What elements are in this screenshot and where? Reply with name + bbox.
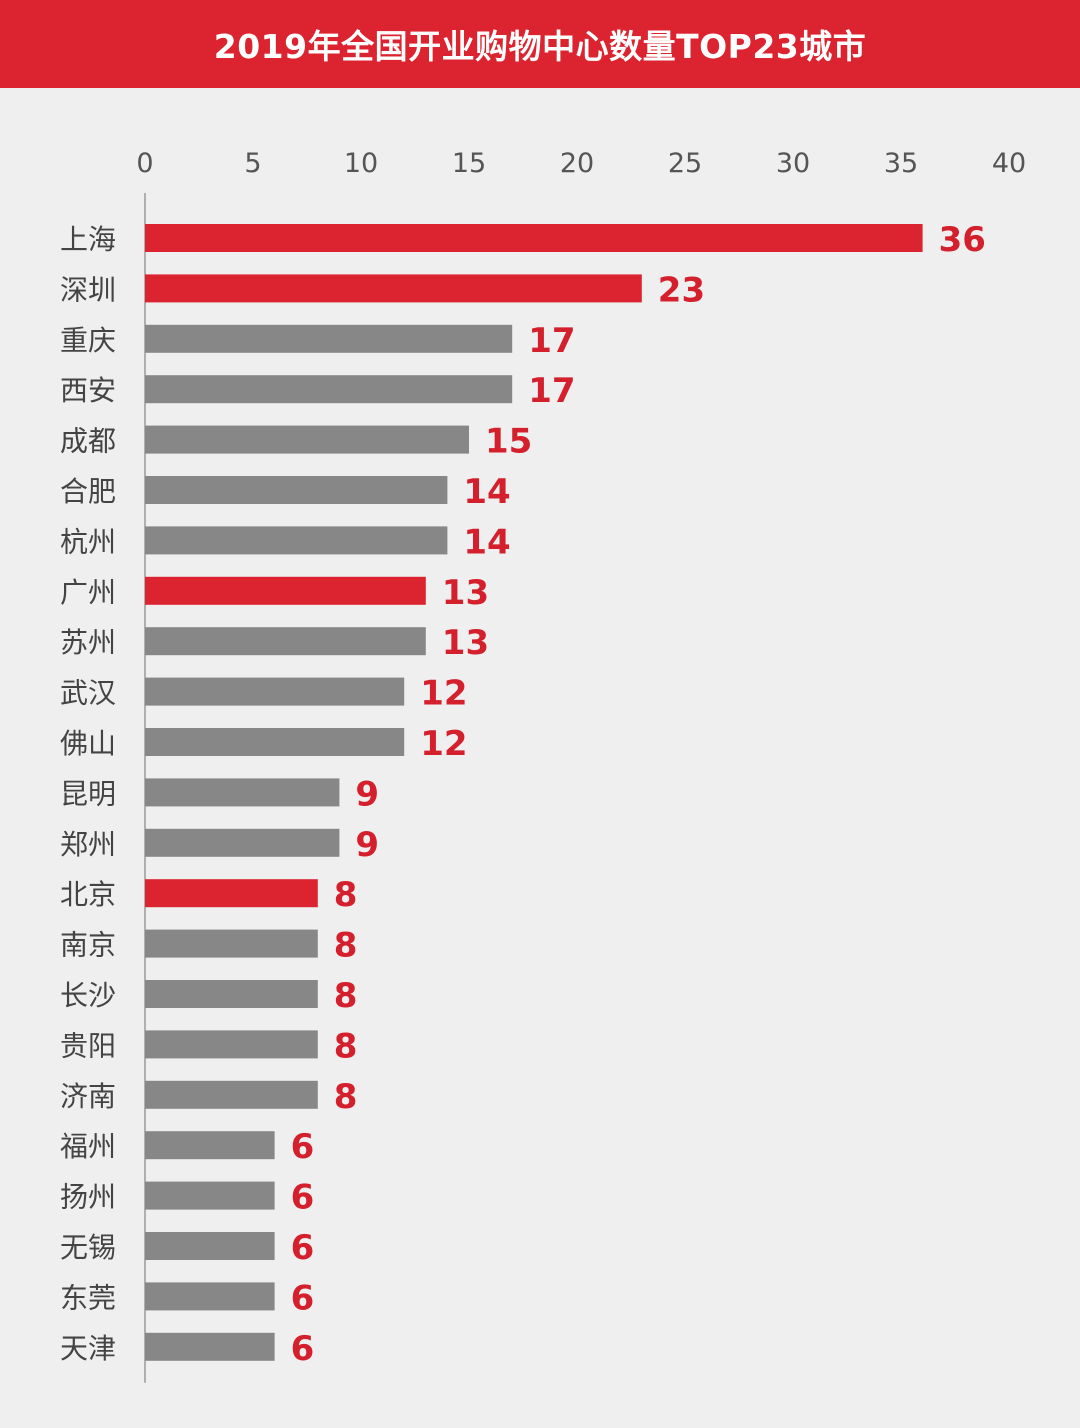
city-label: 南京 xyxy=(60,929,116,962)
bar xyxy=(145,1282,275,1311)
x-tick-label: 35 xyxy=(884,148,918,179)
city-label: 郑州 xyxy=(60,828,116,861)
value-label: 12 xyxy=(420,674,467,714)
bar xyxy=(145,778,340,807)
bar xyxy=(145,1332,275,1361)
value-label: 17 xyxy=(528,321,575,361)
x-tick-label: 25 xyxy=(668,148,702,179)
x-tick-label: 40 xyxy=(992,148,1026,179)
city-label: 福州 xyxy=(60,1130,116,1163)
city-label: 佛山 xyxy=(60,727,116,760)
city-label: 扬州 xyxy=(60,1181,116,1214)
chart-area: 0 5 10 15 20 25 30 35 40 上海 36 深圳 23 重庆 17 西安 17 成都 15 合肥 14… xyxy=(0,88,1080,1424)
city-label: 天津 xyxy=(60,1332,116,1365)
value-label: 9 xyxy=(355,774,379,814)
value-label: 13 xyxy=(442,623,489,663)
bar xyxy=(145,677,405,706)
bar xyxy=(145,980,318,1008)
value-label: 8 xyxy=(334,875,358,915)
city-label: 贵阳 xyxy=(60,1029,116,1062)
x-tick-label: 30 xyxy=(776,148,810,179)
city-label: 成都 xyxy=(60,425,116,458)
x-tick-label: 20 xyxy=(560,148,594,179)
value-label: 6 xyxy=(291,1329,315,1369)
bar xyxy=(145,526,448,555)
bar xyxy=(145,375,513,404)
bar xyxy=(145,1030,318,1059)
bar xyxy=(145,274,642,303)
x-tick-label: 15 xyxy=(452,148,486,179)
value-label: 6 xyxy=(291,1228,315,1268)
city-label: 武汉 xyxy=(60,677,116,710)
city-label: 昆明 xyxy=(60,777,116,810)
bar xyxy=(145,324,513,353)
value-label: 6 xyxy=(291,1178,315,1218)
value-label: 15 xyxy=(485,422,532,462)
value-label: 8 xyxy=(334,926,358,966)
city-label: 西安 xyxy=(60,374,116,407)
bar xyxy=(145,1232,275,1260)
city-label: 苏州 xyxy=(60,626,116,659)
city-label: 广州 xyxy=(60,576,116,609)
bar xyxy=(145,828,340,857)
value-label: 9 xyxy=(355,825,379,865)
value-label: 12 xyxy=(420,724,467,764)
bar xyxy=(145,1131,275,1160)
value-label: 8 xyxy=(334,1026,358,1066)
bar-chart: 0 5 10 15 20 25 30 35 40 上海 36 深圳 23 重庆 17 西安 17 成都 15 合肥 14… xyxy=(60,148,1026,1383)
bar xyxy=(145,1181,275,1210)
value-label: 6 xyxy=(291,1127,315,1167)
city-label: 合肥 xyxy=(60,475,116,508)
bar xyxy=(145,929,318,958)
x-tick-label: 10 xyxy=(344,148,378,179)
city-label: 无锡 xyxy=(60,1231,116,1264)
city-label: 东莞 xyxy=(60,1281,116,1314)
city-label: 上海 xyxy=(60,223,116,256)
x-tick-label: 0 xyxy=(136,148,153,179)
value-label: 17 xyxy=(528,371,575,411)
value-label: 6 xyxy=(291,1278,315,1318)
bar xyxy=(145,224,923,252)
bar xyxy=(145,1080,318,1109)
value-label: 13 xyxy=(442,573,489,613)
chart-header: 2019年全国开业购物中心数量TOP23城市 xyxy=(0,0,1080,88)
city-label: 济南 xyxy=(60,1080,116,1113)
bar xyxy=(145,425,469,454)
city-label: 长沙 xyxy=(60,979,116,1012)
city-label: 北京 xyxy=(60,878,116,911)
value-label: 23 xyxy=(658,270,705,310)
value-label: 8 xyxy=(334,976,358,1016)
value-label: 14 xyxy=(463,522,510,562)
bar xyxy=(145,476,448,504)
bar xyxy=(145,627,426,656)
value-label: 8 xyxy=(334,1077,358,1117)
value-label: 36 xyxy=(939,220,986,260)
x-tick-label: 5 xyxy=(244,148,261,179)
city-label: 深圳 xyxy=(60,273,116,306)
chart-title: 2019年全国开业购物中心数量TOP23城市 xyxy=(213,27,867,66)
value-label: 14 xyxy=(463,472,510,512)
bar xyxy=(145,728,405,756)
city-label: 重庆 xyxy=(60,324,116,357)
bar xyxy=(145,879,318,908)
bar xyxy=(145,576,426,605)
city-label: 杭州 xyxy=(60,525,116,558)
